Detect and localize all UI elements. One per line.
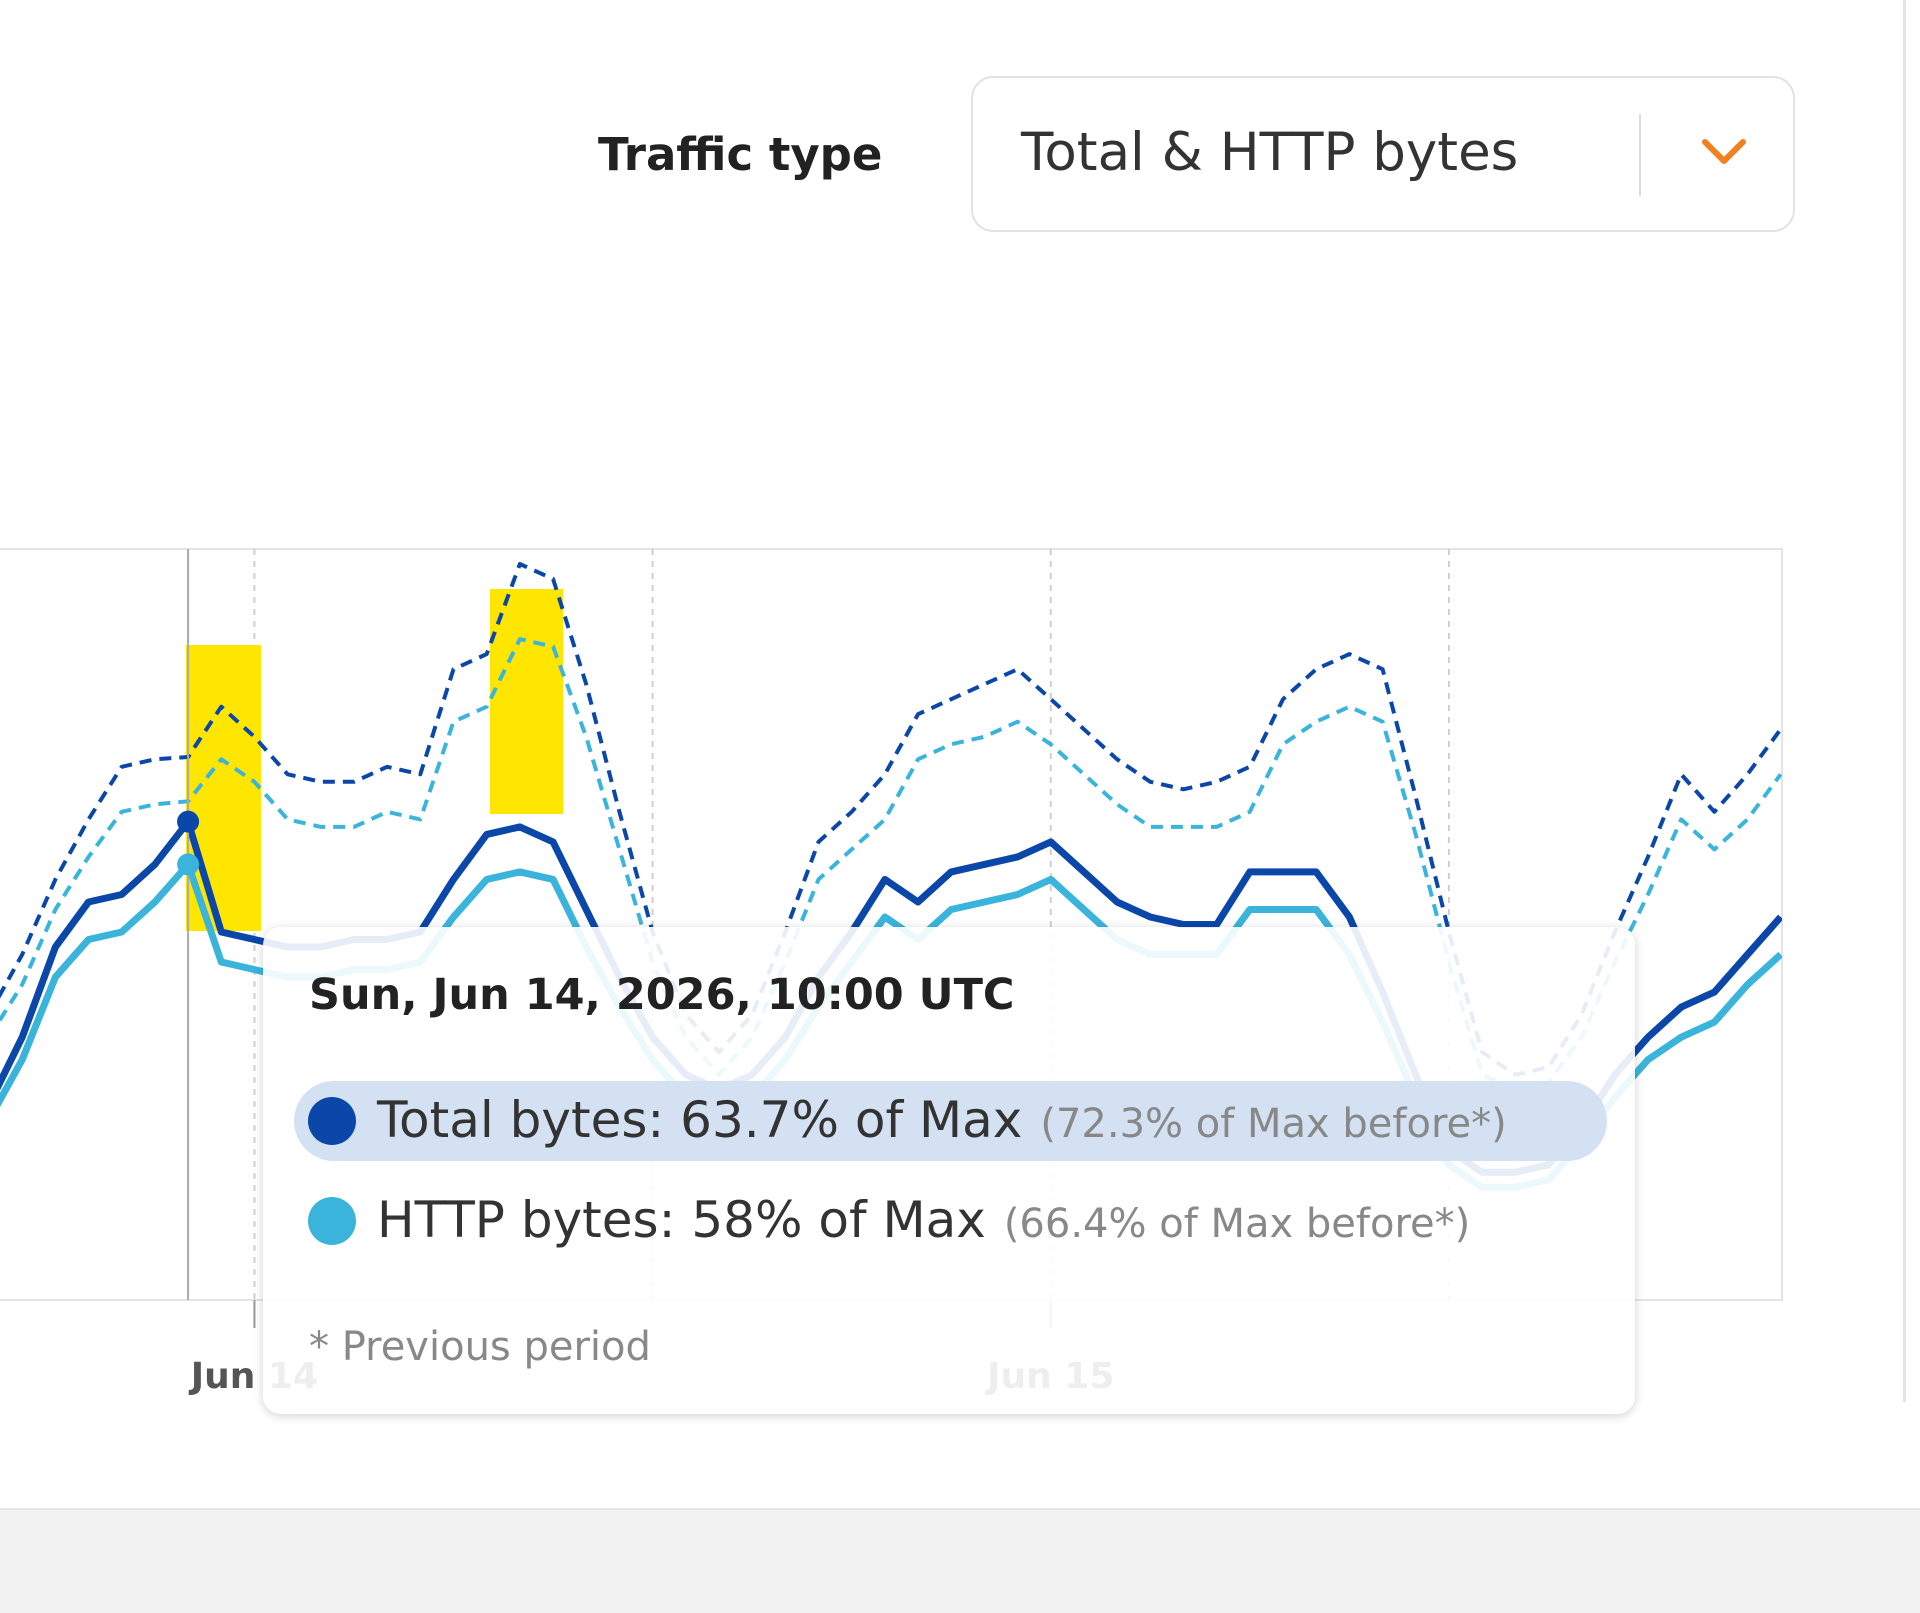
row-previous: (66.4% of Max before*)	[1003, 1201, 1471, 1247]
legend-dot	[308, 1197, 356, 1245]
tooltip: Sun, Jun 14, 2026, 10:00 UTC Total bytes…	[263, 927, 1635, 1414]
chevron[interactable]	[1699, 134, 1749, 170]
highlight	[490, 589, 563, 814]
legend-dot	[308, 1097, 356, 1145]
tooltip-row: HTTP bytes: 58% of Max (66.4% of Max befo…	[294, 1181, 1607, 1261]
tooltip-row: Total bytes: 63.7% of Max (72.3% of Max b…	[294, 1081, 1607, 1161]
footer-band	[0, 1508, 1920, 1613]
dropdown-value[interactable]: Total & HTTP bytes	[1021, 122, 1519, 183]
row-text: HTTP bytes: 58% of Max	[377, 1191, 986, 1249]
dropdown[interactable]: Total & HTTP bytes	[971, 76, 1795, 232]
divider	[1639, 114, 1641, 196]
hover-point	[177, 853, 200, 876]
row-previous: (72.3% of Max before*)	[1040, 1101, 1507, 1147]
row-text: Total bytes: 63.7% of Max	[377, 1091, 1023, 1149]
panel-border	[1903, 0, 1906, 1402]
tooltip-footnote: * Previous period	[309, 1324, 651, 1370]
control-label: Traffic type	[598, 128, 883, 181]
tooltip-title: Sun, Jun 14, 2026, 10:00 UTC	[309, 970, 1015, 1020]
hover-point	[177, 810, 200, 833]
